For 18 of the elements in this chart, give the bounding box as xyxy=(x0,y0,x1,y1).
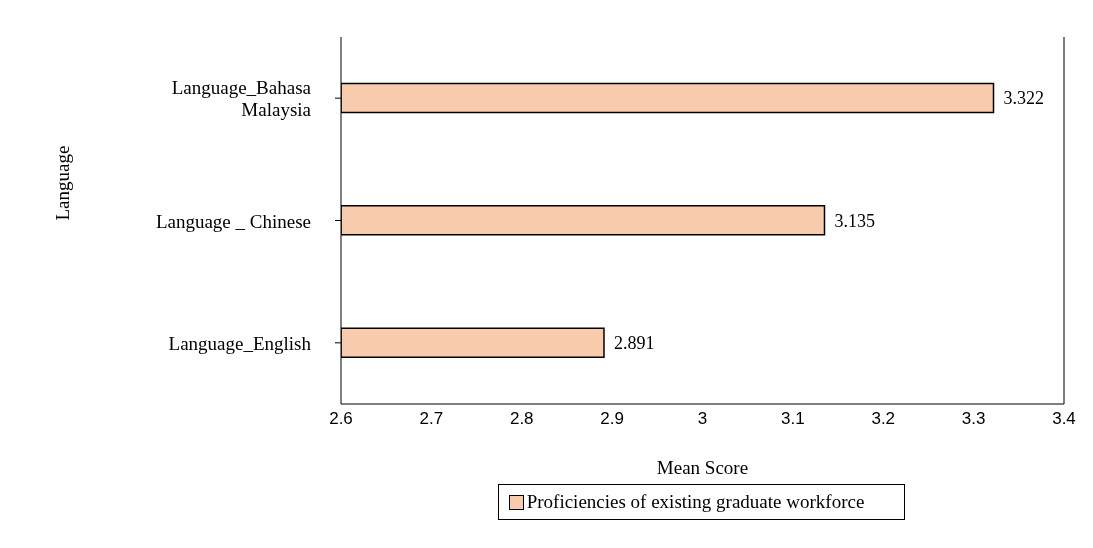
x-tick-label: 2.9 xyxy=(600,409,624,429)
x-axis-title: Mean Score xyxy=(656,457,749,478)
data-label: 3.322 xyxy=(1003,88,1045,109)
data-label: 2.891 xyxy=(613,333,655,354)
x-tick-label: 3 xyxy=(697,409,708,429)
data-label: 3.135 xyxy=(834,210,876,231)
x-tick-label: 3.2 xyxy=(871,409,896,429)
x-tick-label: 3.1 xyxy=(781,409,805,429)
y-tick-label: Language _ Chinese xyxy=(155,210,311,231)
x-tick-label: 3.4 xyxy=(1052,409,1076,429)
legend-label: Proficiencies of existing graduate workforce xyxy=(525,491,865,513)
x-tick-label: 3.3 xyxy=(961,409,986,429)
y-tick-label: Language_English xyxy=(168,332,312,354)
x-tick-label: 2.7 xyxy=(419,409,444,429)
x-tick-label: 2.8 xyxy=(509,409,534,429)
y-axis-title: Language xyxy=(51,145,73,221)
x-tick-label: 2.6 xyxy=(329,409,353,429)
y-tick-label: Language_Bahasa Malaysia xyxy=(171,76,312,120)
